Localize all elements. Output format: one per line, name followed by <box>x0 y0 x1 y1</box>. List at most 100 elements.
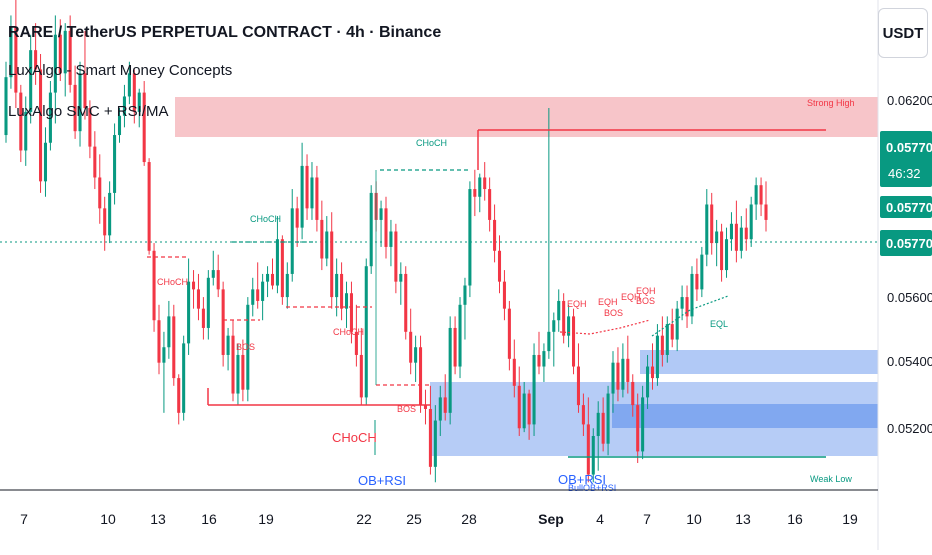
candle-body[interactable] <box>488 189 492 220</box>
candle-body[interactable] <box>83 73 87 109</box>
candle-body[interactable] <box>172 316 176 379</box>
candle-body[interactable] <box>601 412 605 444</box>
candle-body[interactable] <box>320 219 324 259</box>
candle-body[interactable] <box>295 208 299 228</box>
candle-body[interactable] <box>389 231 393 247</box>
candle-body[interactable] <box>576 366 580 406</box>
candle-body[interactable] <box>655 335 659 379</box>
candle-body[interactable] <box>157 320 161 363</box>
candle-body[interactable] <box>325 231 329 259</box>
candle-body[interactable] <box>53 34 57 93</box>
candle-body[interactable] <box>290 208 294 274</box>
candle-body[interactable] <box>211 270 215 278</box>
candle-body[interactable] <box>335 273 339 298</box>
candle-body[interactable] <box>93 146 97 178</box>
candle-body[interactable] <box>557 300 561 321</box>
candle-body[interactable] <box>14 27 18 93</box>
candle-body[interactable] <box>167 316 171 348</box>
candle-body[interactable] <box>285 273 289 298</box>
candle-body[interactable] <box>729 223 733 240</box>
candle-body[interactable] <box>63 30 67 74</box>
candle-body[interactable] <box>591 435 595 475</box>
candle-body[interactable] <box>122 96 126 116</box>
candle-body[interactable] <box>275 239 279 286</box>
candle-body[interactable] <box>522 393 526 429</box>
candle-body[interactable] <box>512 358 516 386</box>
candle-body[interactable] <box>419 347 423 406</box>
candle-body[interactable] <box>354 331 358 355</box>
candle-body[interactable] <box>537 354 541 367</box>
candle-body[interactable] <box>177 378 181 413</box>
candle-body[interactable] <box>206 277 210 328</box>
candle-body[interactable] <box>98 177 102 209</box>
candle-body[interactable] <box>9 27 13 78</box>
candle-body[interactable] <box>132 73 136 112</box>
candle-body[interactable] <box>43 142 48 182</box>
indicator-smc-rsi[interactable]: LuxAlgo SMC + RSI/MA <box>8 103 169 120</box>
candle-body[interactable] <box>349 293 353 332</box>
currency-button[interactable]: USDT <box>878 8 928 58</box>
candle-body[interactable] <box>344 293 349 309</box>
candle-body[interactable] <box>724 239 729 271</box>
candle-body[interactable] <box>187 281 191 344</box>
candle-body[interactable] <box>705 204 709 255</box>
candle-body[interactable] <box>606 393 610 444</box>
candle-body[interactable] <box>650 366 655 379</box>
candle-body[interactable] <box>473 189 477 197</box>
candle-body[interactable] <box>152 250 156 321</box>
candle-body[interactable] <box>641 397 645 452</box>
candle-body[interactable] <box>266 273 270 282</box>
candle-body[interactable] <box>68 30 72 85</box>
candle-body[interactable] <box>78 73 82 132</box>
candle-body[interactable] <box>567 316 571 336</box>
candle-body[interactable] <box>478 177 482 197</box>
candle-body[interactable] <box>715 231 719 244</box>
price-axis[interactable] <box>878 0 932 550</box>
candle-body[interactable] <box>305 165 309 209</box>
candle-body[interactable] <box>241 354 245 390</box>
candle-body[interactable] <box>660 335 664 355</box>
candle-body[interactable] <box>39 69 43 182</box>
candle-body[interactable] <box>384 208 388 247</box>
candle-body[interactable] <box>527 393 531 425</box>
candle-body[interactable] <box>19 92 23 151</box>
candle-body[interactable] <box>108 192 112 236</box>
candle-body[interactable] <box>428 408 432 467</box>
candle-body[interactable] <box>438 397 442 421</box>
candle-body[interactable] <box>369 192 373 267</box>
candle-body[interactable] <box>433 420 437 467</box>
candle-body[interactable] <box>270 273 275 286</box>
candle-body[interactable] <box>532 354 536 425</box>
candle-body[interactable] <box>48 92 52 143</box>
candle-body[interactable] <box>621 358 625 390</box>
candle-body[interactable] <box>562 300 566 336</box>
candle-body[interactable] <box>192 281 196 290</box>
candle-body[interactable] <box>572 316 576 367</box>
candle-body[interactable] <box>754 185 758 205</box>
candle-body[interactable] <box>147 162 151 251</box>
candle-body[interactable] <box>404 273 408 332</box>
candle-body[interactable] <box>231 335 235 394</box>
candle-body[interactable] <box>261 281 265 301</box>
candle-body[interactable] <box>394 231 398 282</box>
candle-body[interactable] <box>251 289 255 305</box>
candle-body[interactable] <box>734 223 738 251</box>
candle-body[interactable] <box>690 273 694 317</box>
candle-body[interactable] <box>201 308 205 328</box>
candle-body[interactable] <box>631 381 635 406</box>
candle-body[interactable] <box>216 270 220 290</box>
candle-body[interactable] <box>670 324 674 340</box>
candle-body[interactable] <box>423 405 428 409</box>
candle-body[interactable] <box>744 227 748 240</box>
candle-body[interactable] <box>507 308 511 359</box>
candle-body[interactable] <box>221 289 225 355</box>
candle-body[interactable] <box>700 254 704 290</box>
candle-body[interactable] <box>749 204 753 240</box>
candle-body[interactable] <box>636 405 640 452</box>
candle-body[interactable] <box>315 177 319 220</box>
candle-body[interactable] <box>680 297 684 309</box>
candle-body[interactable] <box>127 73 131 97</box>
candle-body[interactable] <box>665 324 669 355</box>
candle-body[interactable] <box>113 135 117 193</box>
